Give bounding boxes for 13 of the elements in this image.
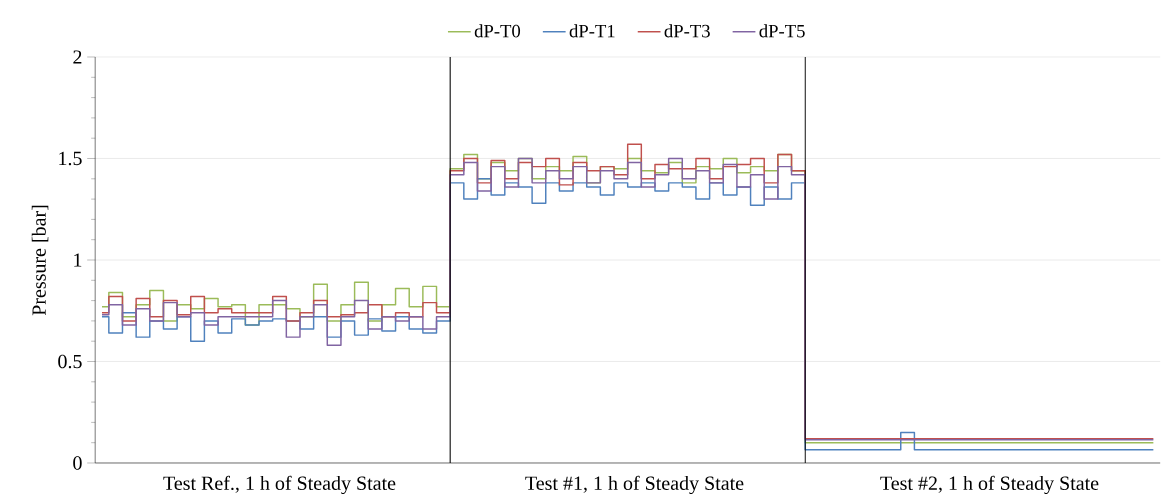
legend-label: dP-T1 [569,24,615,38]
x-tick-label: Test #2, 1 h of Steady State [880,475,1099,495]
legend-label: dP-T0 [474,24,521,38]
legend-label: dP-T5 [759,24,805,38]
legend-label: dP-T3 [664,24,710,38]
y-tick-label: 0.5 [58,354,82,369]
y-tick-label: 0 [73,456,82,470]
y-axis-title: Pressure [bar] [31,205,49,316]
x-tick-label: Test #1, 1 h of Steady State [525,475,744,495]
y-tick-label: 1 [74,253,82,267]
x-tick-label: Test Ref., 1 h of Steady State [163,475,396,495]
y-tick-label: 2 [73,50,82,64]
y-tick-label: 1.5 [59,151,82,166]
